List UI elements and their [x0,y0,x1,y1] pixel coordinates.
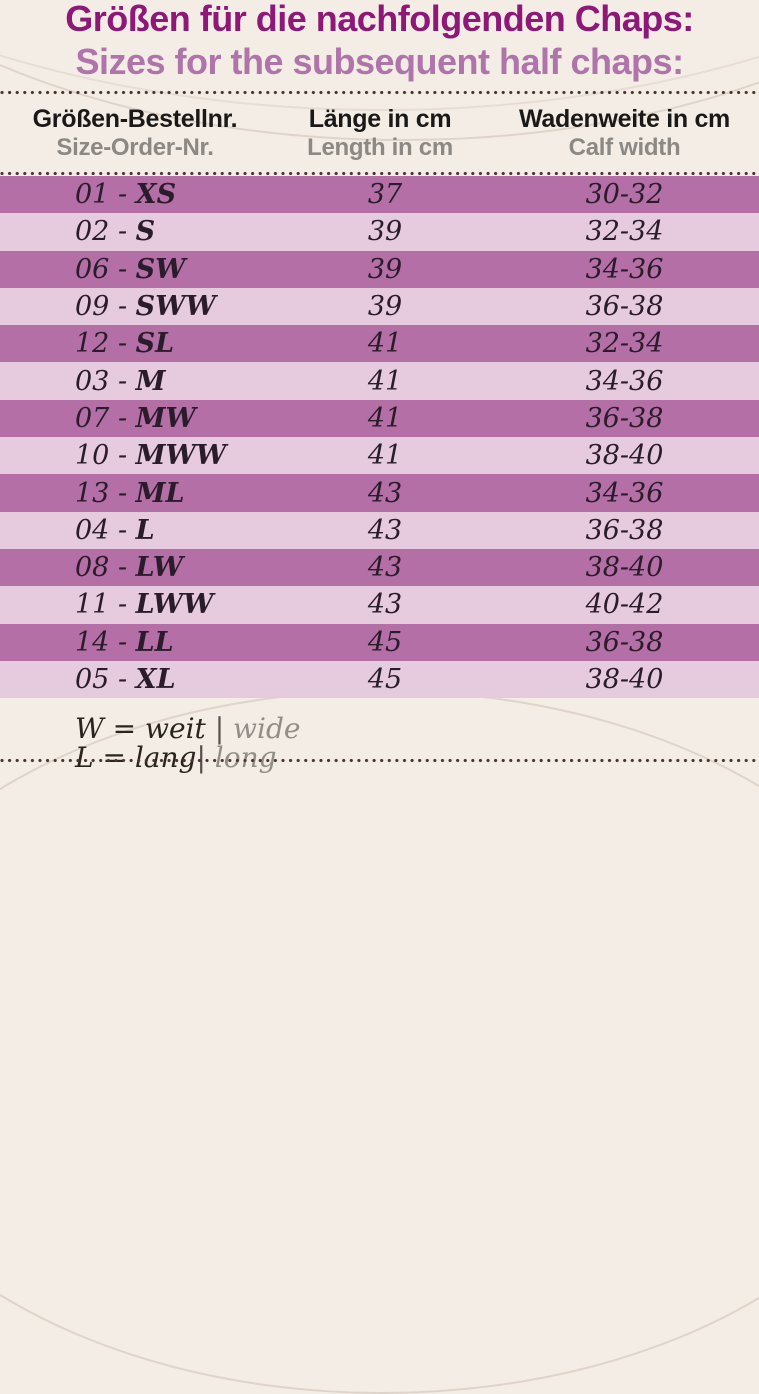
calf-width-value: 36-38 [585,291,664,323]
column-header-calf: Wadenweite in cm Calf width [490,104,759,162]
calf-width-value: 32-34 [585,328,664,360]
column-header-size-de: Größen-Bestellnr. [32,105,238,133]
calf-width-value: 34-36 [585,253,664,285]
size-order-label: 05 - XL [75,664,176,695]
size-code: SWW [135,291,216,323]
column-header-length: Länge in cm Length in cm [270,104,490,162]
table-row: 03 - M 41 34-36 [0,362,759,400]
legend-line-w: W = weit | wide [75,712,301,746]
size-code: L [135,514,155,546]
length-value: 39 [367,291,403,323]
size-order-label: 08 - LW [75,552,184,584]
size-order-label: 07 - MW [75,402,196,434]
length-value: 43 [367,477,403,509]
size-code: MWW [135,440,227,472]
table-row: 01 - XS 37 30-32 [0,176,759,214]
table-row: 12 - SL 41 32-34 [0,325,759,363]
length-value: 45 [367,626,403,658]
size-code: XS [135,179,177,211]
size-order-label: 10 - MWW [75,440,227,472]
calf-width-value: 38-40 [585,440,664,472]
size-code: XL [135,664,176,695]
table-row: 11 - LWW 43 40-42 [0,586,759,624]
calf-width-value: 38-40 [585,664,664,695]
length-value: 41 [367,402,403,434]
size-code: M [135,365,166,397]
size-code: S [135,216,156,248]
length-value: 41 [367,328,403,360]
table-row: 09 - SWW 39 36-38 [0,287,759,326]
length-value: 41 [367,440,403,472]
size-order-label: 11 - LWW [75,589,214,621]
calf-width-value: 40-42 [585,589,664,621]
calf-width-value: 34-36 [585,365,664,397]
size-order-label: 06 - SW [75,253,186,285]
table-row: 07 - MW 41 36-38 [0,399,759,438]
table-row: 05 - XL 45 38-40 [0,660,759,699]
length-value: 39 [367,253,403,285]
length-value: 43 [367,552,403,584]
size-code: LW [135,552,184,584]
length-value: 45 [367,664,403,695]
size-code: LWW [135,589,214,621]
size-code: SW [135,253,186,285]
size-order-label: 12 - SL [75,328,175,360]
dotted-divider [0,171,759,176]
column-header-calf-de: Wadenweite in cm [519,105,730,133]
size-order-label: 04 - L [75,514,155,546]
column-header-size-en: Size-Order-Nr. [56,134,214,161]
page-title-english: Sizes for the subsequent half chaps: [75,41,684,82]
length-value: 37 [367,179,403,211]
length-value: 41 [367,365,403,397]
length-value: 39 [367,216,403,248]
size-code: SL [135,328,175,360]
calf-width-value: 32-34 [585,216,664,248]
background-arc [0,690,759,1394]
size-code: MW [135,402,196,434]
table-row: 13 - ML 43 34-36 [0,474,759,512]
size-code: LL [135,626,174,658]
length-value: 43 [367,589,403,621]
column-header-length-de: Länge in cm [308,105,452,133]
calf-width-value: 36-38 [585,626,664,658]
column-header-length-en: Length in cm [307,134,453,161]
size-code: ML [135,477,185,509]
size-order-label: 01 - XS [75,179,177,211]
size-order-label: 14 - LL [75,626,174,658]
size-order-label: 09 - SWW [75,291,216,323]
legend: W = weit | wide L = lang| long [75,714,759,772]
dotted-divider [0,758,759,763]
table-row: 06 - SW 39 34-36 [0,250,759,288]
calf-width-value: 34-36 [585,477,664,509]
table-header: Größen-Bestellnr. Size-Order-Nr. Länge i… [0,95,759,171]
calf-width-value: 36-38 [585,402,664,434]
table-row: 02 - S 39 32-34 [0,213,759,251]
table-row: 08 - LW 43 38-40 [0,548,759,587]
calf-width-value: 38-40 [585,552,664,584]
dotted-divider [0,90,759,95]
size-order-label: 02 - S [75,216,156,248]
table-row: 14 - LL 45 36-38 [0,623,759,661]
size-order-label: 13 - ML [75,477,185,509]
table-row: 04 - L 43 36-38 [0,511,759,549]
column-header-calf-en: Calf width [568,134,681,161]
calf-width-value: 30-32 [585,179,664,211]
page-title-german: Größen für die nachfolgenden Chaps: [65,0,694,39]
table-row: 10 - MWW 41 38-40 [0,437,759,475]
length-value: 43 [367,514,403,546]
size-order-label: 03 - M [75,365,166,397]
column-header-size: Größen-Bestellnr. Size-Order-Nr. [0,104,270,162]
table-body: 01 - XS 37 30-32 02 - S 39 32-34 06 - SW 39 34-3… [0,176,759,699]
calf-width-value: 36-38 [585,514,664,546]
